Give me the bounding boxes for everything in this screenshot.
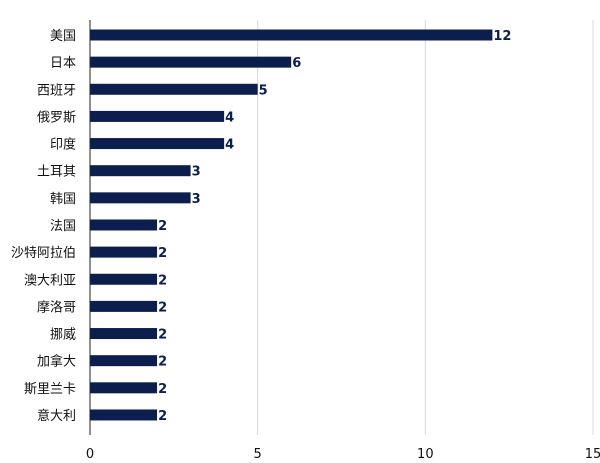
grid-lines bbox=[257, 20, 594, 435]
category-label: 澳大利亚 bbox=[24, 272, 76, 288]
bar bbox=[90, 138, 225, 150]
bar bbox=[90, 165, 191, 177]
category-label: 加拿大 bbox=[37, 354, 76, 370]
bar bbox=[90, 192, 191, 204]
data-label: 2 bbox=[158, 300, 167, 315]
category-label: 摩洛哥 bbox=[37, 299, 76, 315]
data-label: 2 bbox=[158, 409, 167, 424]
x-tick-label: 10 bbox=[417, 447, 434, 462]
bar bbox=[90, 246, 158, 258]
bar bbox=[90, 83, 258, 95]
data-label: 2 bbox=[158, 219, 167, 234]
data-label: 4 bbox=[225, 138, 234, 153]
bar bbox=[90, 273, 158, 285]
category-label: 印度 bbox=[50, 137, 76, 153]
category-label: 法国 bbox=[50, 219, 76, 234]
data-label: 4 bbox=[225, 110, 234, 125]
data-label: 2 bbox=[158, 273, 167, 288]
data-label: 12 bbox=[493, 29, 511, 44]
x-tick-label: 0 bbox=[86, 447, 94, 462]
bar bbox=[90, 300, 158, 312]
bar bbox=[90, 382, 158, 394]
category-label: 韩国 bbox=[50, 192, 76, 207]
category-label: 挪威 bbox=[50, 328, 76, 343]
x-tick-label: 15 bbox=[585, 447, 600, 462]
category-label: 西班牙 bbox=[37, 83, 76, 98]
bar bbox=[90, 328, 158, 340]
category-label: 土耳其 bbox=[37, 165, 76, 180]
data-label: 3 bbox=[192, 165, 201, 180]
data-label: 6 bbox=[292, 56, 301, 71]
category-labels: 美国日本西班牙俄罗斯印度土耳其韩国法国沙特阿拉伯澳大利亚摩洛哥挪威加拿大斯里兰卡… bbox=[11, 29, 76, 424]
category-label: 意大利 bbox=[37, 408, 76, 424]
data-label: 5 bbox=[259, 83, 268, 98]
data-label: 2 bbox=[158, 355, 167, 370]
bar bbox=[90, 219, 158, 231]
bar bbox=[90, 409, 158, 421]
data-label: 2 bbox=[158, 246, 167, 261]
category-label: 日本 bbox=[50, 56, 76, 71]
category-label: 沙特阿拉伯 bbox=[11, 246, 76, 261]
category-label: 斯里兰卡 bbox=[24, 382, 76, 397]
bar bbox=[90, 56, 292, 68]
bar bbox=[90, 110, 225, 122]
bar bbox=[90, 29, 493, 41]
data-label: 2 bbox=[158, 382, 167, 397]
category-label: 俄罗斯 bbox=[37, 110, 76, 125]
bars bbox=[90, 29, 493, 421]
bar bbox=[90, 355, 158, 367]
data-label: 2 bbox=[158, 328, 167, 343]
data-labels: 12 6 5 4 4 3 3 2 2 2 2 2 2 2 2 bbox=[158, 29, 511, 424]
x-tick-label: 5 bbox=[254, 447, 262, 462]
x-axis-ticks: 0 5 10 15 bbox=[86, 447, 600, 462]
data-label: 3 bbox=[192, 192, 201, 207]
category-label: 美国 bbox=[50, 29, 76, 44]
